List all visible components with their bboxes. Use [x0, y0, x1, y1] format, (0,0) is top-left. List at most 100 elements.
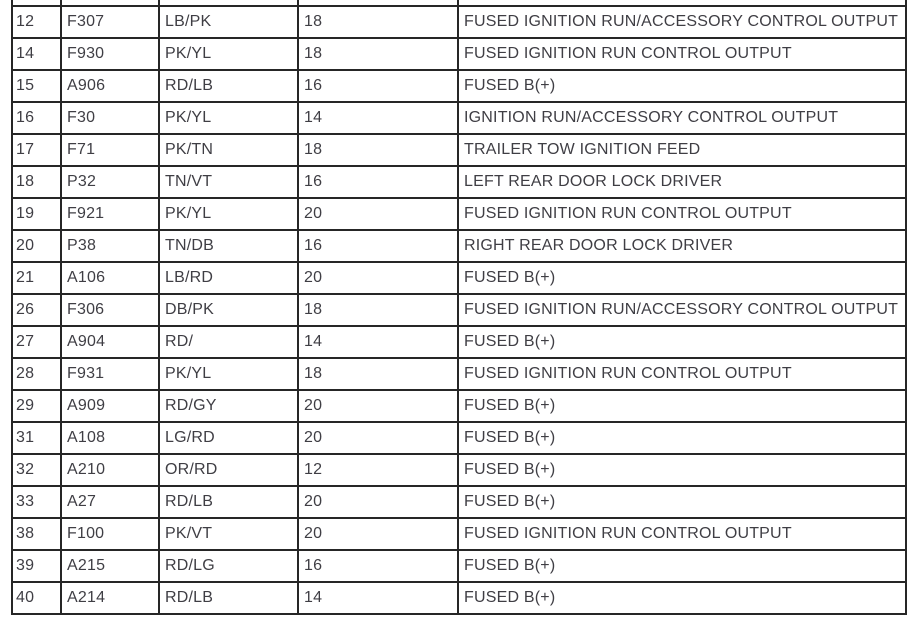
cell-circuit: A904: [60, 325, 160, 359]
cell-pin: 27: [11, 325, 62, 359]
cell-gauge: [297, 0, 459, 7]
cell-gauge: 16: [297, 229, 459, 263]
cell-function: FUSED B(+): [457, 485, 907, 519]
cell-gauge: 18: [297, 37, 459, 71]
cell-color: PK/VT: [158, 517, 299, 551]
wiring-pinout-table-body: 12 F307 LB/PK 18 FUSED IGNITION RUN/ACCESSOR…: [11, 0, 907, 615]
cell-gauge: 18: [297, 293, 459, 327]
cell-function: FUSED IGNITION RUN CONTROL OUTPUT: [457, 517, 907, 551]
cell-color: RD/LB: [158, 485, 299, 519]
cell-function: FUSED B(+): [457, 421, 907, 455]
cell-function: FUSED B(+): [457, 389, 907, 423]
cell-gauge: 16: [297, 69, 459, 103]
cell-color: RD/: [158, 325, 299, 359]
cell-gauge: 18: [297, 133, 459, 167]
table-row: 20 P38 TN/DB 16 RIGHT REAR DOOR LOCK DRIVER: [11, 229, 907, 263]
cell-pin: 40: [11, 581, 62, 615]
cell-gauge: 20: [297, 421, 459, 455]
cell-gauge: 18: [297, 5, 459, 39]
cell-function: FUSED B(+): [457, 453, 907, 487]
cell-circuit: A106: [60, 261, 160, 295]
cell-circuit: A214: [60, 581, 160, 615]
cell-pin: 39: [11, 549, 62, 583]
table-row: 40 A214 RD/LB 14 FUSED B(+): [11, 581, 907, 615]
cell-color: PK/YL: [158, 357, 299, 391]
cell-pin: 38: [11, 517, 62, 551]
cell-pin: 16: [11, 101, 62, 135]
cell-pin: 17: [11, 133, 62, 167]
cell-pin: 28: [11, 357, 62, 391]
cell-circuit: F100: [60, 517, 160, 551]
cell-gauge: 20: [297, 517, 459, 551]
cell-circuit: F930: [60, 37, 160, 71]
cell-pin: [11, 0, 62, 7]
cell-color: PK/YL: [158, 37, 299, 71]
cell-pin: 20: [11, 229, 62, 263]
table-row: 32 A210 OR/RD 12 FUSED B(+): [11, 453, 907, 487]
cell-color: LB/PK: [158, 5, 299, 39]
cell-circuit: A906: [60, 69, 160, 103]
table-row: 31 A108 LG/RD 20 FUSED B(+): [11, 421, 907, 455]
cell-function: RIGHT REAR DOOR LOCK DRIVER: [457, 229, 907, 263]
table-row: 26 F306 DB/PK 18 FUSED IGNITION RUN/ACCESSOR…: [11, 293, 907, 327]
cell-circuit: A210: [60, 453, 160, 487]
cell-color: RD/LB: [158, 69, 299, 103]
cell-pin: 12: [11, 5, 62, 39]
wiring-pinout-table: 12 F307 LB/PK 18 FUSED IGNITION RUN/ACCESSOR…: [11, 0, 907, 615]
table-row: 17 F71 PK/TN 18 TRAILER TOW IGNITION FEED: [11, 133, 907, 167]
cell-function: FUSED IGNITION RUN CONTROL OUTPUT: [457, 357, 907, 391]
cell-color: LB/RD: [158, 261, 299, 295]
cell-color: LG/RD: [158, 421, 299, 455]
table-row: 18 P32 TN/VT 16 LEFT REAR DOOR LOCK DRIVER: [11, 165, 907, 199]
cell-function: FUSED B(+): [457, 325, 907, 359]
cell-color: PK/YL: [158, 101, 299, 135]
cell-function: FUSED B(+): [457, 69, 907, 103]
cell-gauge: 16: [297, 165, 459, 199]
cell-gauge: 20: [297, 197, 459, 231]
cell-circuit: [60, 0, 160, 7]
cropped-row-sliver: [11, 0, 907, 7]
cell-gauge: 20: [297, 389, 459, 423]
cell-function: IGNITION RUN/ACCESSORY CONTROL OUTPUT: [457, 101, 907, 135]
cell-gauge: 20: [297, 261, 459, 295]
cell-pin: 33: [11, 485, 62, 519]
cell-function: FUSED B(+): [457, 549, 907, 583]
cell-color: RD/LG: [158, 549, 299, 583]
table-row: 38 F100 PK/VT 20 FUSED IGNITION RUN CONTROL …: [11, 517, 907, 551]
cell-gauge: 20: [297, 485, 459, 519]
table-row: 12 F307 LB/PK 18 FUSED IGNITION RUN/ACCESSOR…: [11, 5, 907, 39]
cell-pin: 32: [11, 453, 62, 487]
cell-pin: 18: [11, 165, 62, 199]
cell-function: FUSED IGNITION RUN/ACCESSORY CONTROL OUT…: [457, 5, 907, 39]
cell-pin: 15: [11, 69, 62, 103]
cell-color: [158, 0, 299, 7]
cell-circuit: F30: [60, 101, 160, 135]
cell-pin: 29: [11, 389, 62, 423]
cell-pin: 19: [11, 197, 62, 231]
cell-color: PK/TN: [158, 133, 299, 167]
cell-pin: 14: [11, 37, 62, 71]
cell-pin: 26: [11, 293, 62, 327]
table-row: 29 A909 RD/GY 20 FUSED B(+): [11, 389, 907, 423]
table-row: 21 A106 LB/RD 20 FUSED B(+): [11, 261, 907, 295]
cell-color: PK/YL: [158, 197, 299, 231]
cell-function: FUSED IGNITION RUN/ACCESSORY CONTROL OUT…: [457, 293, 907, 327]
cell-function: TRAILER TOW IGNITION FEED: [457, 133, 907, 167]
cell-gauge: 14: [297, 325, 459, 359]
cell-pin: 21: [11, 261, 62, 295]
table-row: 16 F30 PK/YL 14 IGNITION RUN/ACCESSORY CONTR…: [11, 101, 907, 135]
cell-gauge: 12: [297, 453, 459, 487]
cell-pin: 31: [11, 421, 62, 455]
cell-circuit: F931: [60, 357, 160, 391]
cell-color: RD/LB: [158, 581, 299, 615]
cell-circuit: P32: [60, 165, 160, 199]
cell-circuit: P38: [60, 229, 160, 263]
cell-function: FUSED IGNITION RUN CONTROL OUTPUT: [457, 197, 907, 231]
cell-circuit: A909: [60, 389, 160, 423]
table-row: 39 A215 RD/LG 16 FUSED B(+): [11, 549, 907, 583]
cell-function: FUSED B(+): [457, 581, 907, 615]
cell-circuit: A215: [60, 549, 160, 583]
cell-color: TN/VT: [158, 165, 299, 199]
cell-color: TN/DB: [158, 229, 299, 263]
cell-circuit: F71: [60, 133, 160, 167]
